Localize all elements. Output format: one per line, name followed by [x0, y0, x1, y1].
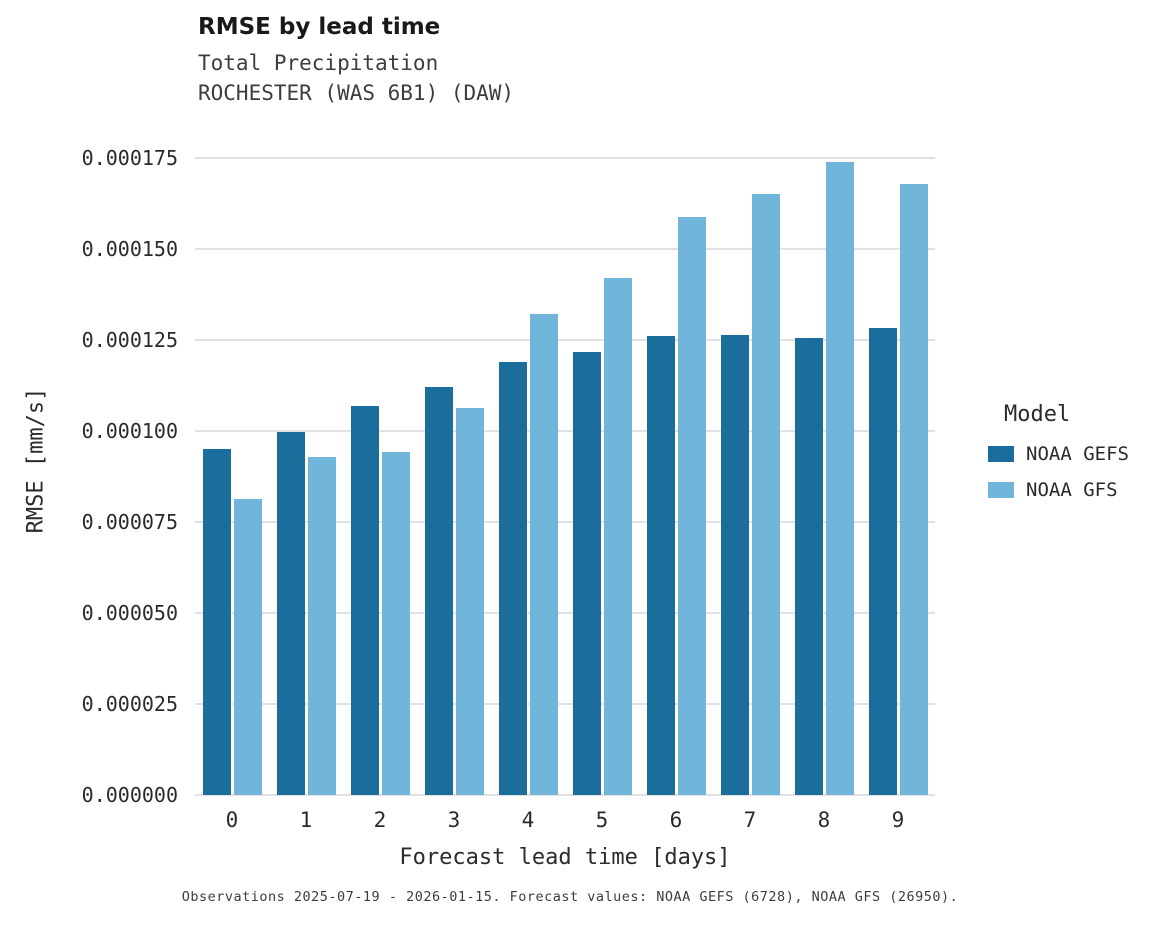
- x-tick-label-6: 6: [669, 808, 683, 832]
- x-axis-tick-labels: 0 1 2 3 4 5 6 7 8 9: [195, 808, 935, 838]
- legend: Model NOAA GEFS NOAA GFS: [988, 402, 1129, 515]
- gridline: [195, 794, 935, 796]
- legend-swatch-noaa-gfs: [988, 482, 1014, 498]
- legend-item-noaa-gefs: NOAA GEFS: [988, 443, 1129, 465]
- y-tick-label: 0.000100: [81, 419, 178, 443]
- x-tick-label-4: 4: [521, 808, 535, 832]
- x-tick-label-8: 8: [817, 808, 831, 832]
- bar-noaa-gfs-day-9: [899, 183, 928, 795]
- legend-swatch-noaa-gefs: [988, 446, 1014, 462]
- gridline: [195, 248, 935, 250]
- chart-title: RMSE by lead time: [198, 14, 441, 40]
- y-tick-label: 0.000150: [81, 237, 178, 261]
- gridline: [195, 521, 935, 523]
- x-tick-label-1: 1: [299, 808, 313, 832]
- bar-noaa-gefs-day-7: [720, 335, 749, 795]
- gridline: [195, 703, 935, 705]
- bar-noaa-gefs-day-0: [202, 449, 231, 795]
- y-tick-label: 0.000125: [81, 328, 178, 352]
- x-tick-label-2: 2: [373, 808, 387, 832]
- x-tick-label-5: 5: [595, 808, 609, 832]
- chart-subtitle-variable: Total Precipitation: [198, 51, 439, 75]
- y-tick-label: 0.000175: [81, 146, 178, 170]
- bar-noaa-gfs-day-6: [677, 216, 706, 795]
- bar-noaa-gfs-day-8: [825, 162, 854, 795]
- x-tick-label-0: 0: [225, 808, 239, 832]
- x-tick-label-9: 9: [891, 808, 905, 832]
- y-tick-label: 0.000075: [81, 510, 178, 534]
- legend-title: Model: [1004, 402, 1071, 427]
- y-axis-tick-labels: 0.000000 0.000025 0.000050 0.000075 0.000100…: [40, 145, 178, 807]
- x-tick-label-3: 3: [447, 808, 461, 832]
- bar-noaa-gfs-day-5: [603, 278, 632, 795]
- bar-noaa-gfs-day-0: [233, 499, 262, 795]
- y-tick-label: 0.000000: [81, 783, 178, 807]
- bar-noaa-gefs-day-2: [350, 406, 379, 795]
- gridline: [195, 430, 935, 432]
- plot-area: [195, 145, 935, 796]
- legend-label-noaa-gefs: NOAA GEFS: [1026, 443, 1129, 465]
- bar-noaa-gefs-day-3: [424, 386, 453, 795]
- chart-subtitle-station: ROCHESTER (WAS 6B1) (DAW): [198, 81, 515, 105]
- bar-noaa-gfs-day-7: [751, 193, 780, 795]
- x-axis-label: Forecast lead time [days]: [399, 845, 731, 870]
- bar-noaa-gefs-day-9: [868, 327, 897, 795]
- y-tick-label: 0.000050: [81, 601, 178, 625]
- gridline: [195, 339, 935, 341]
- bar-noaa-gefs-day-8: [794, 338, 823, 795]
- bar-noaa-gfs-day-2: [381, 451, 410, 795]
- caption: Observations 2025-07-19 - 2026-01-15. Fo…: [181, 889, 959, 905]
- legend-label-noaa-gfs: NOAA GFS: [1026, 479, 1118, 501]
- bar-noaa-gefs-day-5: [572, 352, 601, 795]
- bar-noaa-gfs-day-4: [529, 313, 558, 795]
- bar-noaa-gefs-day-4: [498, 361, 527, 795]
- gridline: [195, 612, 935, 614]
- gridline: [195, 157, 935, 159]
- legend-item-noaa-gfs: NOAA GFS: [988, 479, 1129, 501]
- y-tick-label: 0.000025: [81, 692, 178, 716]
- bar-noaa-gfs-day-1: [307, 457, 336, 795]
- bar-noaa-gefs-day-6: [646, 335, 675, 795]
- x-tick-label-7: 7: [743, 808, 757, 832]
- bar-noaa-gfs-day-3: [455, 407, 484, 795]
- bar-noaa-gefs-day-1: [276, 432, 305, 795]
